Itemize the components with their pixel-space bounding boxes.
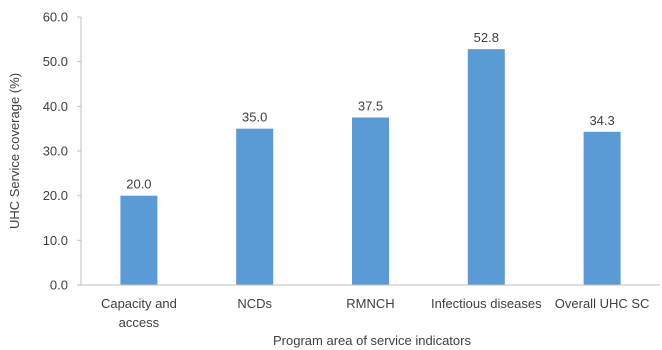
x-axis-title: Program area of service indicators [273, 333, 471, 348]
bar [583, 131, 621, 285]
y-tick-label: 60.0 [43, 10, 68, 25]
x-tick-label: Overall UHC SC [555, 296, 650, 311]
y-tick-label: 30.0 [43, 144, 68, 159]
bar-value-label: 34.3 [589, 113, 614, 128]
value-labels: 20.0 35.0 37.5 52.8 34.3 [126, 30, 615, 192]
x-tick-label: Capacity and [101, 296, 177, 311]
y-tick-label: 0.0 [50, 278, 68, 293]
x-axis-tick-labels: Capacity and access NCDs RMNCH Infectious di… [101, 296, 649, 330]
bar [352, 117, 389, 285]
y-tick-label: 20.0 [43, 188, 68, 203]
x-tick-label: Infectious diseases [431, 296, 542, 311]
x-tick-label: NCDs [237, 296, 272, 311]
y-tick-label: 10.0 [43, 233, 68, 248]
bar-value-label: 52.8 [474, 30, 499, 45]
x-tick-label: access [119, 315, 160, 330]
y-tick-label: 50.0 [43, 54, 68, 69]
bar-value-label: 35.0 [242, 110, 267, 125]
bar [236, 128, 274, 285]
bar-value-label: 20.0 [126, 177, 151, 192]
y-axis-title: UHC Service coverage (%) [7, 73, 22, 229]
y-axis-ticks: 0.0 10.0 20.0 30.0 40.0 50.0 60.0 [43, 10, 81, 293]
bar [120, 195, 158, 285]
bar-value-label: 37.5 [358, 99, 383, 114]
y-tick-label: 40.0 [43, 99, 68, 114]
bar [467, 49, 505, 285]
x-tick-label: RMNCH [346, 296, 394, 311]
bars [120, 49, 621, 285]
